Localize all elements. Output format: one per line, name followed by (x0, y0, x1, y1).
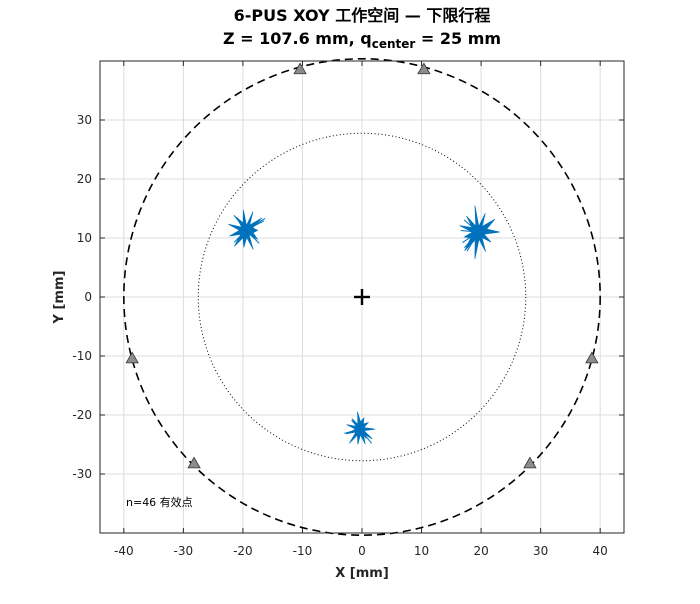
x-tick-label: -40 (114, 544, 134, 558)
y-tick-label: 10 (77, 231, 92, 245)
workspace-cluster-1 (228, 210, 265, 250)
y-tick-label: 30 (77, 113, 92, 127)
y-axis-label: Y [mm] (52, 271, 67, 325)
workspace-cluster-2 (460, 206, 500, 260)
valid-points-note: n=46 有效点 (126, 495, 193, 509)
chart-title-line1: 6-PUS XOY 工作空间 — 下限行程 (234, 6, 491, 25)
y-tick-label: -20 (72, 408, 92, 422)
x-tick-label: -10 (293, 544, 313, 558)
workspace-cluster-shape (460, 206, 500, 260)
y-tick-label: 0 (84, 290, 92, 304)
title-line2-subscript: center (372, 37, 416, 51)
anchor-marker-4 (586, 352, 598, 363)
x-tick-label: 40 (593, 544, 608, 558)
x-tick-label: 20 (473, 544, 488, 558)
x-tick-label: 10 (414, 544, 429, 558)
workspace-cluster-shape (346, 412, 375, 445)
y-tick-label: 20 (77, 172, 92, 186)
title-line2-suffix: = 25 mm (415, 29, 501, 48)
x-tick-label: 30 (533, 544, 548, 558)
x-axis-label: X [mm] (335, 566, 389, 581)
x-tick-label: -30 (174, 544, 194, 558)
y-tick-label: -10 (72, 349, 92, 363)
chart-title-line2: Z = 107.6 mm, qcenter = 25 mm (223, 29, 501, 51)
axis-ticks: -40 -30 -20 -10 0 10 20 30 40 -30 -20 -10 0 10 20 30 (72, 61, 624, 558)
anchor-marker-3 (126, 352, 138, 363)
workspace-cluster-3 (344, 412, 375, 445)
x-tick-label: -20 (233, 544, 253, 558)
title-line2-prefix: Z = 107.6 mm, q (223, 29, 372, 48)
x-tick-label: 0 (358, 544, 366, 558)
y-tick-label: -30 (72, 467, 92, 481)
